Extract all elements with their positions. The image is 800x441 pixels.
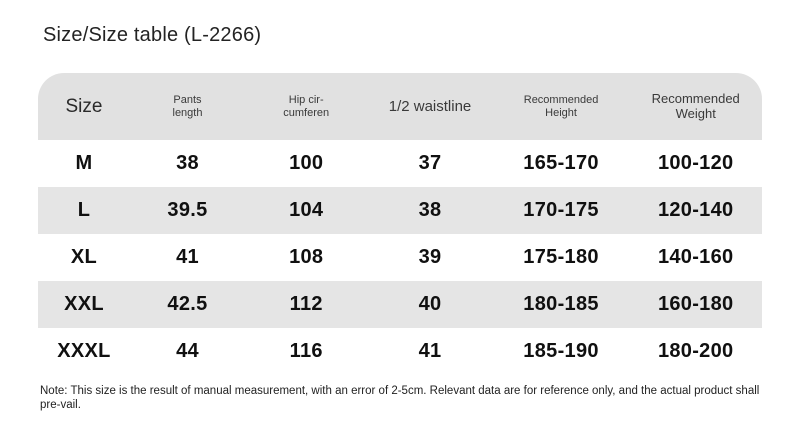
cell-half-waistline: 38: [418, 199, 442, 221]
cell-recommended-weight: 180-200: [657, 340, 734, 362]
column-header-label: length: [172, 106, 203, 119]
table-header-row: Size Pants length Hip cir- cumferen 1/2 …: [38, 73, 762, 140]
table-row-xxl: XXL 42.5 112 40 180-185 160-180: [38, 281, 762, 328]
column-header-label: cumferen: [283, 106, 330, 119]
cell-half-waistline: 39: [418, 246, 442, 268]
cell-half-waistline: 41: [418, 340, 442, 362]
column-header-label: Recommended: [651, 90, 740, 106]
column-header-label: Size: [65, 95, 103, 117]
cell-recommended-height: 170-175: [523, 199, 599, 221]
cell-hip-circumference: 104: [289, 199, 324, 221]
cell-recommended-weight: 120-140: [657, 199, 734, 221]
cell-hip-circumference: 108: [289, 246, 324, 268]
cell-half-waistline: 40: [418, 293, 442, 315]
column-header-recommended-height: Recommended Height: [493, 94, 630, 119]
table-row-l: L 39.5 104 38 170-175 120-140: [38, 187, 762, 234]
cell-hip-circumference: 112: [289, 293, 323, 315]
column-header-size: Size: [38, 96, 130, 118]
column-header-hip-circumference: Hip cir- cumferen: [245, 94, 367, 119]
cell-recommended-height: 175-180: [523, 246, 599, 268]
cell-size: XXXL: [57, 340, 111, 362]
column-header-label: Height: [545, 106, 577, 119]
cell-pants-length: 42.5: [167, 293, 208, 315]
cell-pants-length: 41: [176, 246, 199, 268]
table-row-xxxl: XXXL 44 116 41 185-190 180-200: [38, 328, 762, 375]
cell-half-waistline: 37: [418, 152, 442, 174]
column-header-label: Recommended: [523, 93, 599, 106]
cell-size: M: [75, 152, 93, 174]
cell-size: XL: [70, 246, 98, 268]
column-header-label: Hip cir-: [288, 93, 324, 106]
cell-recommended-height: 185-190: [523, 340, 599, 362]
column-header-label: Pants: [173, 93, 202, 106]
cell-size: XXL: [64, 293, 104, 315]
cell-hip-circumference: 100: [289, 152, 324, 174]
cell-pants-length: 44: [176, 340, 199, 362]
column-header-label: 1/2 waistline: [388, 97, 472, 115]
column-header-label: Weight: [675, 105, 716, 121]
size-table: Size Pants length Hip cir- cumferen 1/2 …: [38, 73, 762, 375]
cell-hip-circumference: 116: [289, 340, 323, 362]
column-header-half-waistline: 1/2 waistline: [367, 98, 492, 115]
measurement-note: Note: This size is the result of manual …: [40, 385, 760, 412]
table-row-m: M 38 100 37 165-170 100-120: [38, 140, 762, 187]
page-title: Size/Size table (L-2266): [43, 24, 262, 46]
column-header-pants-length: Pants length: [130, 94, 245, 119]
cell-recommended-height: 165-170: [523, 152, 599, 174]
cell-pants-length: 39.5: [167, 199, 208, 221]
column-header-recommended-weight: Recommended Weight: [629, 90, 761, 122]
cell-pants-length: 38: [176, 152, 199, 174]
cell-recommended-weight: 140-160: [657, 246, 734, 268]
cell-size: L: [77, 199, 91, 221]
cell-recommended-weight: 100-120: [657, 152, 734, 174]
cell-recommended-height: 180-185: [523, 293, 599, 315]
cell-recommended-weight: 160-180: [657, 293, 734, 315]
table-row-xl: XL 41 108 39 175-180 140-160: [38, 234, 762, 281]
